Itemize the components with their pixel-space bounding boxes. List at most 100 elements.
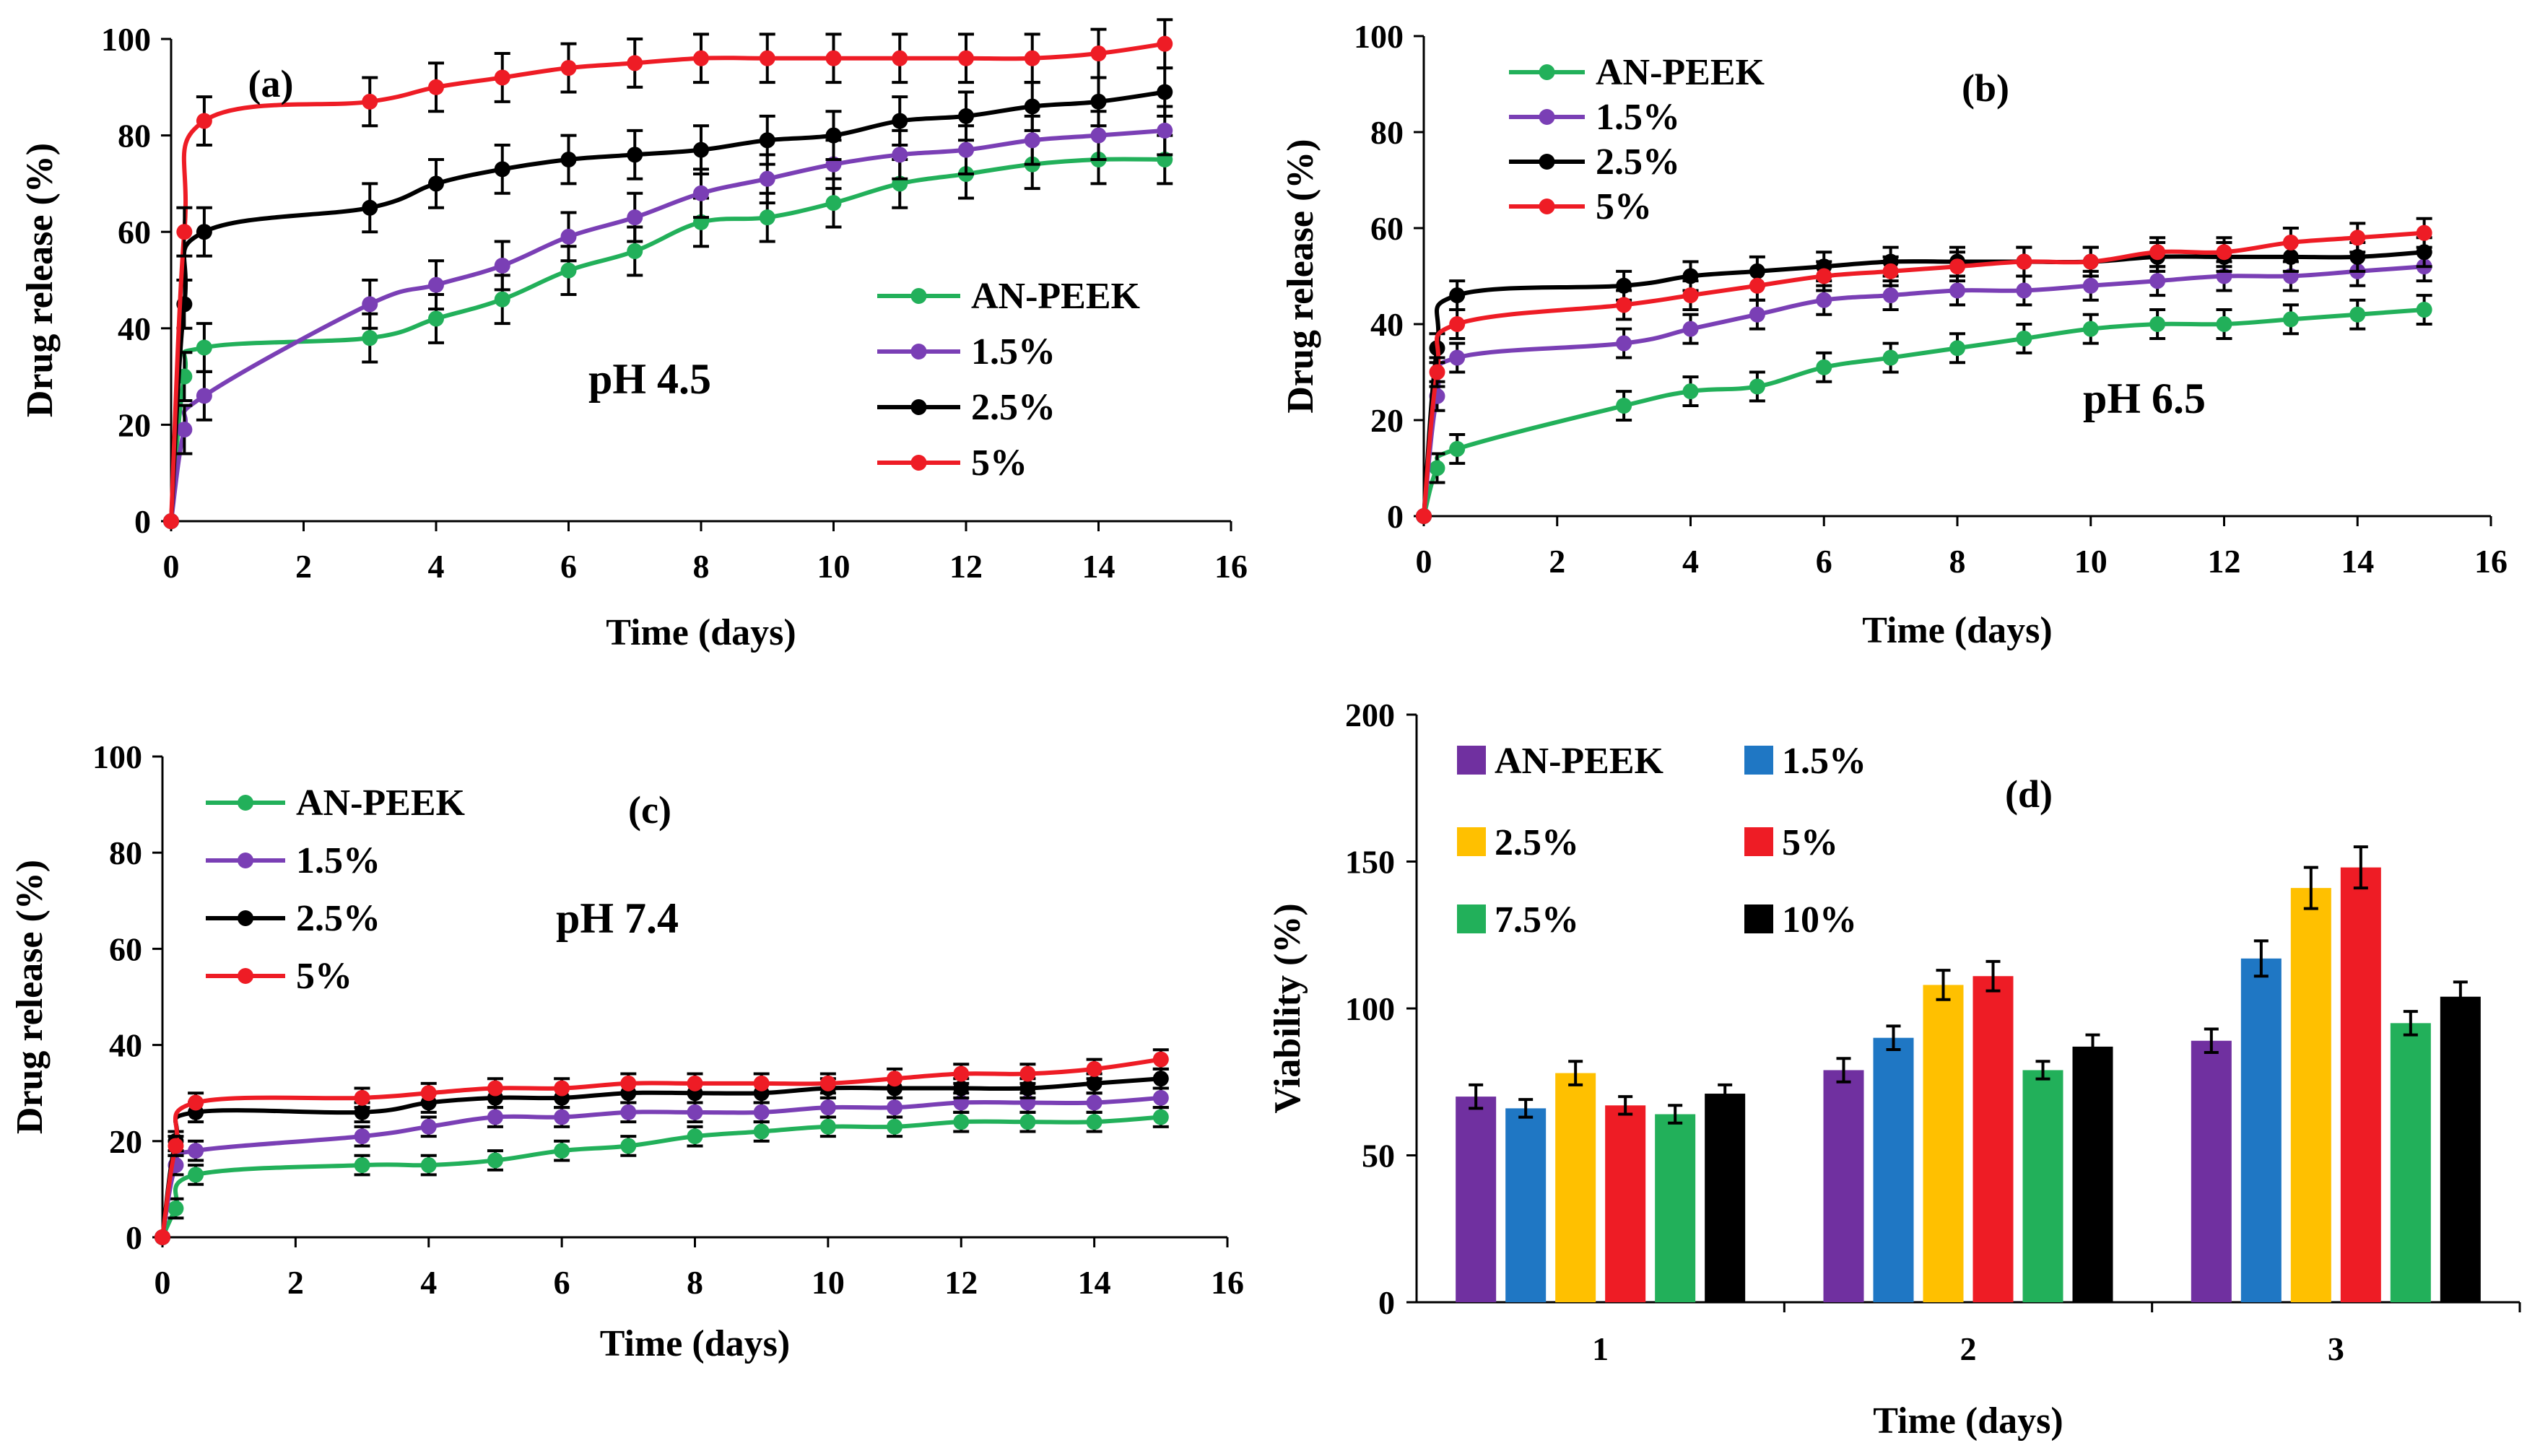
- data-point: [1024, 50, 1040, 66]
- x-tick-label: 1: [1592, 1330, 1609, 1367]
- data-point: [494, 257, 510, 274]
- data-point: [627, 147, 643, 163]
- data-point: [1882, 287, 1899, 304]
- y-tick-label: 40: [1370, 306, 1404, 343]
- data-point: [753, 1104, 770, 1120]
- y-tick-label: 0: [134, 503, 151, 540]
- x-tick-label: 6: [1816, 543, 1832, 580]
- legend-swatch: [1457, 904, 1486, 933]
- data-point: [627, 243, 643, 259]
- data-point: [1949, 340, 1965, 357]
- data-point: [420, 1085, 437, 1102]
- legend-label: 5%: [296, 956, 352, 997]
- y-axis-label: Drug release (%): [9, 860, 51, 1134]
- panel-label: (d): [2005, 772, 2053, 816]
- x-tick-label: 12: [2208, 543, 2241, 580]
- data-point: [168, 1200, 184, 1217]
- data-point: [887, 1118, 903, 1135]
- series-line: [160, 1057, 1162, 1238]
- data-point: [1429, 460, 1445, 476]
- series-line: [1422, 264, 2424, 517]
- bar-1.5%-day-2: [1873, 1037, 1914, 1302]
- bar-7.5%-day-1: [1655, 1114, 1696, 1302]
- data-point: [1749, 306, 1765, 323]
- bar-10%-day-1: [1705, 1094, 1746, 1302]
- data-point: [1816, 359, 1832, 375]
- legend: AN-PEEK 1.5% 2.5% 5%: [877, 276, 1141, 484]
- legend-swatch: [1744, 904, 1773, 933]
- data-point: [1449, 316, 1466, 332]
- data-point: [825, 195, 842, 212]
- x-tick-label: 0: [163, 548, 180, 585]
- chart-panel-a: 0 2 4 6 8 10 12 14 16 0 20 40 60 80 100 Time (days) Drug…: [19, 18, 1248, 653]
- x-axis-label: Time (days): [1873, 1400, 2063, 1442]
- data-point: [693, 50, 709, 66]
- data-point: [1816, 292, 1832, 308]
- x-tick-label: 3: [2328, 1330, 2344, 1367]
- data-point: [1019, 1114, 1036, 1130]
- data-point: [1090, 127, 1107, 144]
- y-tick-label: 100: [92, 738, 142, 775]
- series-AN-PEEK: [155, 1106, 1169, 1245]
- data-point: [887, 1071, 903, 1087]
- data-point: [1882, 349, 1899, 366]
- data-point: [362, 296, 378, 313]
- legend-label: 7.5%: [1495, 899, 1579, 941]
- chart-panel-d: 0 50 100 150 200 1 2 3 Time (days) Viability (%) (…: [1267, 697, 2521, 1442]
- legend-marker: [1539, 109, 1555, 125]
- data-point: [627, 55, 643, 71]
- x-tick-label: 2: [295, 548, 312, 585]
- data-point: [687, 1075, 703, 1091]
- data-point: [560, 152, 577, 167]
- data-point: [1152, 1089, 1169, 1106]
- x-axis-label: Time (days): [600, 1323, 790, 1364]
- data-point: [1949, 258, 1965, 275]
- y-tick-label: 0: [1387, 498, 1404, 535]
- data-point: [420, 1118, 437, 1135]
- y-tick-label: 80: [118, 118, 151, 154]
- series-2.5%: [1416, 236, 2432, 524]
- data-point: [620, 1138, 637, 1154]
- x-tick-label: 0: [1416, 543, 1432, 580]
- y-tick-label: 40: [118, 310, 151, 347]
- legend-label: 2.5%: [1495, 822, 1579, 863]
- legend-label: AN-PEEK: [296, 783, 466, 824]
- x-axis-label: Time (days): [1862, 610, 2052, 651]
- data-point: [953, 1065, 970, 1082]
- data-point: [196, 388, 212, 404]
- y-tick-label: 100: [101, 21, 151, 58]
- data-point: [494, 69, 510, 86]
- data-point: [428, 175, 444, 192]
- legend-label: AN-PEEK: [1495, 741, 1664, 782]
- data-point: [1449, 349, 1466, 366]
- data-point: [687, 1104, 703, 1120]
- data-point: [819, 1118, 836, 1135]
- legend-marker: [910, 344, 927, 359]
- chart-panel-b: 0 2 4 6 8 10 12 14 16 0 20 40 60 80 100 Time (days) Drug…: [1280, 18, 2508, 651]
- y-tick-label: 60: [1370, 210, 1404, 247]
- y-tick-label: 0: [1378, 1284, 1395, 1321]
- data-point: [892, 50, 908, 66]
- legend-marker: [238, 968, 253, 984]
- y-axis-label: Drug release (%): [19, 143, 61, 417]
- data-point: [163, 513, 179, 529]
- data-point: [554, 1080, 570, 1097]
- x-tick-label: 10: [812, 1264, 845, 1301]
- legend-marker: [238, 910, 253, 926]
- legend-marker: [1539, 64, 1555, 80]
- series-line: [160, 1115, 1162, 1239]
- series-AN-PEEK: [1416, 294, 2432, 524]
- x-tick-label: 14: [1082, 548, 1115, 585]
- data-point: [958, 50, 974, 66]
- legend-swatch: [1744, 827, 1773, 856]
- data-point: [2149, 273, 2166, 289]
- data-point: [759, 132, 775, 149]
- data-point: [620, 1104, 637, 1120]
- data-point: [819, 1099, 836, 1116]
- legend-marker: [238, 853, 253, 868]
- bar-2.5%-day-3: [2290, 888, 2331, 1302]
- legend-swatch: [1457, 827, 1486, 856]
- data-point: [487, 1109, 503, 1125]
- x-tick-label: 8: [1949, 543, 1966, 580]
- data-point: [560, 262, 577, 279]
